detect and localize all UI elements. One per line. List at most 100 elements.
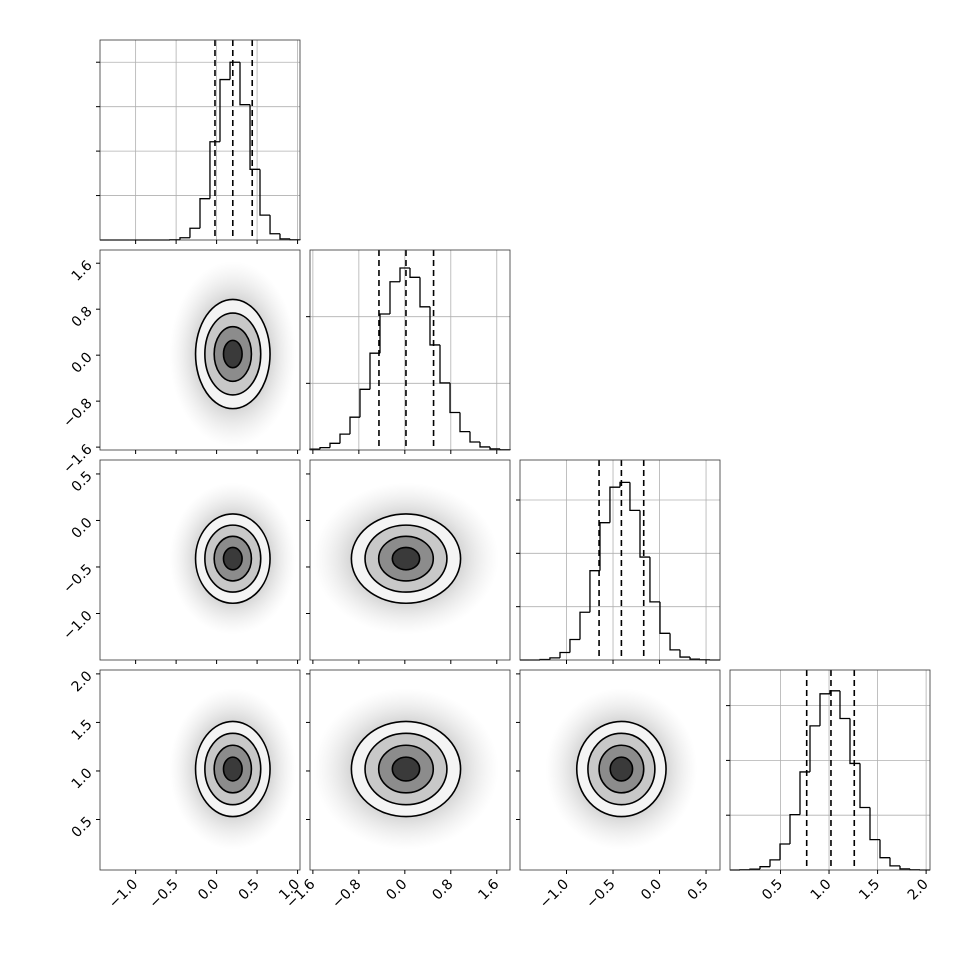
contour [391,546,421,571]
x-tick-label: 0.5 [759,876,786,903]
histogram-bin [339,433,350,444]
histogram-bin [279,233,291,240]
panel-frame [99,669,301,871]
histogram-bin [419,277,430,308]
x-tick-label: 0.0 [383,876,410,903]
histogram-bin [649,557,660,603]
histogram-bin [859,763,870,809]
histogram-bin [799,771,810,815]
x-tick-label: −1.0 [537,876,572,911]
histogram-bin [829,690,840,694]
contour [222,546,243,571]
x-tick-label: −0.8 [329,876,364,911]
histogram-bin [769,859,780,867]
histogram-bin [209,141,220,199]
y-tick-label: −0.5 [60,561,95,596]
x-tick-label: 1.6 [475,876,502,903]
histogram-bin [389,281,400,314]
x-tick-label: 1.5 [856,876,883,903]
histogram-bin [249,104,260,170]
histogram-bin [669,633,680,651]
histogram-bin [689,657,700,660]
histogram-bin [549,657,560,660]
histogram-bin [409,268,420,278]
panel-frame [309,459,511,661]
y-tick-label: 1.5 [69,717,96,744]
x-tick-label: 0.5 [685,876,712,903]
panel-frame [729,669,931,871]
histogram-bin [579,611,590,640]
histogram-bin [489,446,500,450]
histogram-bin [779,843,790,860]
histogram-bin [559,651,570,658]
panel-frame [309,249,511,451]
y-tick-label: −1.6 [60,441,95,476]
histogram-bin [569,638,580,653]
histogram-bin [399,267,410,282]
histogram-bin [479,442,490,448]
histogram-bin [239,62,251,106]
histogram-bin [879,839,890,859]
y-tick-label: −1.0 [60,608,95,643]
histogram-bin [679,649,691,658]
histogram-bin [459,412,470,433]
x-tick-label: 0.0 [195,876,222,903]
histogram-bin [819,693,830,726]
x-tick-label: 0.8 [429,876,456,903]
histogram-bin [469,431,480,443]
y-tick-label: −0.8 [60,395,95,430]
panel-frame [99,459,301,661]
histogram-bin [639,510,650,558]
contour [222,339,243,369]
y-tick-label: 0.0 [69,515,96,542]
histogram-bin [269,215,280,235]
panel-frame [519,669,721,871]
histogram-bin [449,382,460,414]
contour [222,756,243,782]
x-tick-label: −1.0 [106,876,141,911]
density-panel [313,688,499,850]
density-panel [313,482,499,635]
histogram-bin [889,857,900,867]
histogram-bin [609,486,620,523]
histogram-bin [359,388,370,418]
x-tick-label: 0.5 [236,876,263,903]
y-tick-label: 0.0 [69,350,96,377]
histogram-bin [619,481,630,488]
density-panel [169,482,297,635]
histogram-bin [849,718,860,765]
x-tick-label: 0.0 [638,876,665,903]
histogram-bin [369,352,380,390]
y-tick-label: 1.6 [69,257,96,284]
y-tick-label: 2.0 [69,668,96,695]
histogram-bin [439,344,450,384]
density-panel [169,261,297,447]
panel-frame [99,39,301,241]
histogram-bin [319,446,330,450]
histogram-bin [349,416,360,435]
histogram-bin [809,725,820,772]
x-tick-label: −0.5 [146,876,181,911]
y-tick-label: 0.5 [69,814,96,841]
histogram-bin [179,237,190,240]
density-panel [169,688,297,850]
x-tick-label: 2.0 [905,876,932,903]
y-tick-label: 0.8 [69,304,96,331]
histogram-bin [589,570,600,613]
histogram-bin [219,78,231,142]
x-tick-label: −0.5 [583,876,618,911]
histogram-bin [839,690,850,720]
histogram-bin [899,865,910,870]
histogram-bin [429,306,440,346]
x-tick-label: 1.0 [808,876,835,903]
histogram-bin [199,198,210,229]
histogram-bin [329,442,340,448]
histogram-bin [379,313,390,354]
histogram-bin [189,227,200,238]
histogram-bin [259,169,271,216]
histogram-bin [749,868,760,870]
histogram-bin [629,482,640,512]
panel-frame [99,249,301,451]
